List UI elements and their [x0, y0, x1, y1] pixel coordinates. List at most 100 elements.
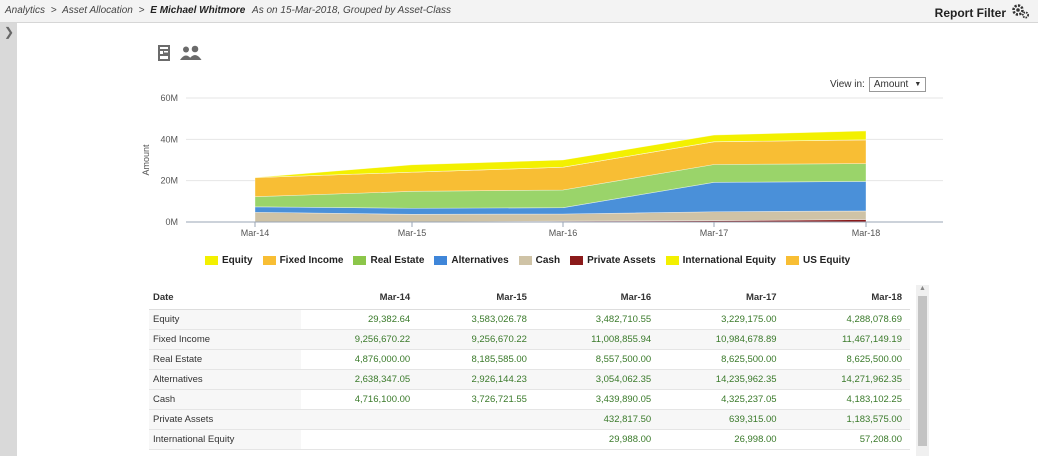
x-tick-label: Mar-15 [398, 228, 427, 238]
table-cell: 2,638,347.05 [301, 369, 419, 390]
table-cell: 26,998.00 [659, 429, 785, 450]
report-icon[interactable] [157, 44, 173, 67]
legend-swatch [518, 256, 532, 265]
table-cell: 3,482,710.55 [534, 309, 660, 330]
expand-sidebar-icon[interactable]: ❯ [4, 25, 15, 39]
data-table: Date Mar-14 Mar-15 Mar-16 Mar-17 Mar-18 Equit… [149, 285, 910, 450]
view-in-value: Amount [873, 79, 909, 90]
view-in-select[interactable]: Amount ▼ [868, 77, 927, 92]
table-header-cell[interactable]: Mar-14 [301, 285, 419, 310]
table-row: Cash 4,716,100.00 3,726,721.55 3,439,890.05… [149, 389, 910, 410]
table-cell: 9,256,670.22 [418, 329, 535, 350]
legend-label: US Equity [803, 255, 851, 266]
table-cell [301, 409, 419, 430]
legend-swatch [665, 256, 679, 265]
y-tick-label: 20M [160, 176, 178, 186]
table-row: Private Assets 432,817.50 639,315.00 1,183,… [149, 409, 910, 430]
table-cell: 14,235,962.35 [659, 369, 785, 390]
table-row-label: Private Assets [149, 409, 302, 430]
legend-label: Cash [535, 255, 561, 266]
legend-label: Real Estate [370, 255, 425, 266]
table-header-cell[interactable]: Mar-18 [784, 285, 910, 310]
table-row-label: Alternatives [149, 369, 302, 390]
table-header-cell[interactable]: Mar-16 [534, 285, 660, 310]
legend-swatch [570, 256, 584, 265]
table-cell: 8,557,500.00 [534, 349, 660, 370]
legend-swatch [262, 256, 276, 265]
legend-item[interactable]: Fixed Income [262, 255, 344, 266]
legend-label: Private Assets [587, 255, 656, 266]
legend-label: Fixed Income [279, 255, 344, 266]
table-cell: 3,054,062.35 [534, 369, 660, 390]
table-cell [301, 429, 419, 450]
legend-swatch [353, 256, 367, 265]
breadcrumb-client: E Michael Whitmore [150, 5, 246, 16]
table-cell: 2,926,144.23 [418, 369, 535, 390]
gears-icon [1010, 3, 1030, 22]
legend-swatch [786, 256, 799, 265]
table-cell: 639,315.00 [659, 409, 785, 430]
legend-item[interactable]: International Equity [665, 255, 776, 266]
table-cell: 4,876,000.00 [301, 349, 419, 370]
x-tick-label: Mar-16 [549, 228, 578, 238]
table-cell: 14,271,962.35 [784, 369, 910, 390]
table-header-row: Date Mar-14 Mar-15 Mar-16 Mar-17 Mar-18 [149, 285, 910, 310]
users-icon[interactable] [179, 45, 203, 66]
table-scrollbar[interactable]: ▲ [916, 285, 929, 456]
table-header-cell[interactable]: Date [149, 285, 302, 310]
table-header-cell[interactable]: Mar-15 [418, 285, 535, 310]
sidebar-collapsed[interactable]: ❯ [0, 23, 17, 456]
top-bar: Analytics > Asset Allocation > E Michael… [0, 0, 1038, 23]
table-cell: 10,984,678.89 [659, 329, 785, 350]
table-row-label: Equity [149, 309, 302, 330]
legend-item[interactable]: Alternatives [434, 255, 509, 266]
legend-item[interactable]: Cash [518, 255, 561, 266]
x-tick-label: Mar-18 [852, 228, 881, 238]
table-cell: 4,183,102.25 [784, 389, 910, 410]
breadcrumb-analytics[interactable]: Analytics [5, 5, 46, 16]
table-cell [418, 429, 535, 450]
table-cell: 9,256,670.22 [301, 329, 419, 350]
legend-item[interactable]: Private Assets [570, 255, 656, 266]
x-tick-label: Mar-14 [241, 228, 270, 238]
table-row: Alternatives 2,638,347.05 2,926,144.23 3,05… [149, 369, 910, 390]
table-cell: 3,439,890.05 [534, 389, 660, 410]
table-cell: 4,288,078.69 [784, 309, 910, 330]
table-row: International Equity 29,988.00 26,998.00 57… [149, 429, 910, 450]
table-cell: 57,208.00 [784, 429, 910, 450]
table-cell: 432,817.50 [534, 409, 660, 430]
table-cell: 8,625,500.00 [659, 349, 785, 370]
data-table-wrapper: Date Mar-14 Mar-15 Mar-16 Mar-17 Mar-18 Equit… [149, 285, 910, 450]
legend-item[interactable]: Equity [205, 255, 253, 266]
y-tick-label: 0M [165, 217, 178, 227]
legend-item[interactable]: US Equity [786, 255, 850, 266]
table-row-label: Real Estate [149, 349, 302, 370]
table-cell: 4,716,100.00 [301, 389, 419, 410]
legend-item[interactable]: Real Estate [353, 255, 424, 266]
toolbar-icons [157, 44, 203, 67]
breadcrumb: Analytics > Asset Allocation > E Michael… [5, 5, 451, 16]
view-in-label: View in: [830, 79, 865, 90]
legend-swatch [434, 256, 448, 265]
legend-label: Alternatives [451, 255, 509, 266]
table-cell: 11,467,149.19 [784, 329, 910, 350]
table-cell: 1,183,575.00 [784, 409, 910, 430]
scrollbar-thumb[interactable] [918, 296, 927, 446]
table-cell: 3,726,721.55 [418, 389, 535, 410]
table-header-cell[interactable]: Mar-17 [659, 285, 785, 310]
table-body: Equity 29,382.64 3,583,026.78 3,482,710.55 3… [149, 309, 910, 450]
view-in-control: View in: Amount ▼ [830, 77, 927, 92]
report-filter-button[interactable]: Report Filter [935, 3, 1030, 22]
table-row-label: Fixed Income [149, 329, 302, 350]
table-cell: 8,625,500.00 [784, 349, 910, 370]
table-cell: 29,988.00 [534, 429, 660, 450]
table-cell: 8,185,585.00 [418, 349, 535, 370]
y-axis-label: Amount [141, 144, 151, 176]
scroll-up-icon[interactable]: ▲ [919, 285, 926, 292]
table-cell: 3,583,026.78 [418, 309, 535, 330]
table-row-label: International Equity [149, 429, 302, 450]
breadcrumb-subtitle: As on 15-Mar-2018, Grouped by Asset-Clas… [252, 5, 452, 16]
y-tick-label: 40M [160, 134, 178, 144]
breadcrumb-asset-allocation[interactable]: Asset Allocation [62, 5, 133, 16]
table-row: Equity 29,382.64 3,583,026.78 3,482,710.55 3… [149, 309, 910, 330]
